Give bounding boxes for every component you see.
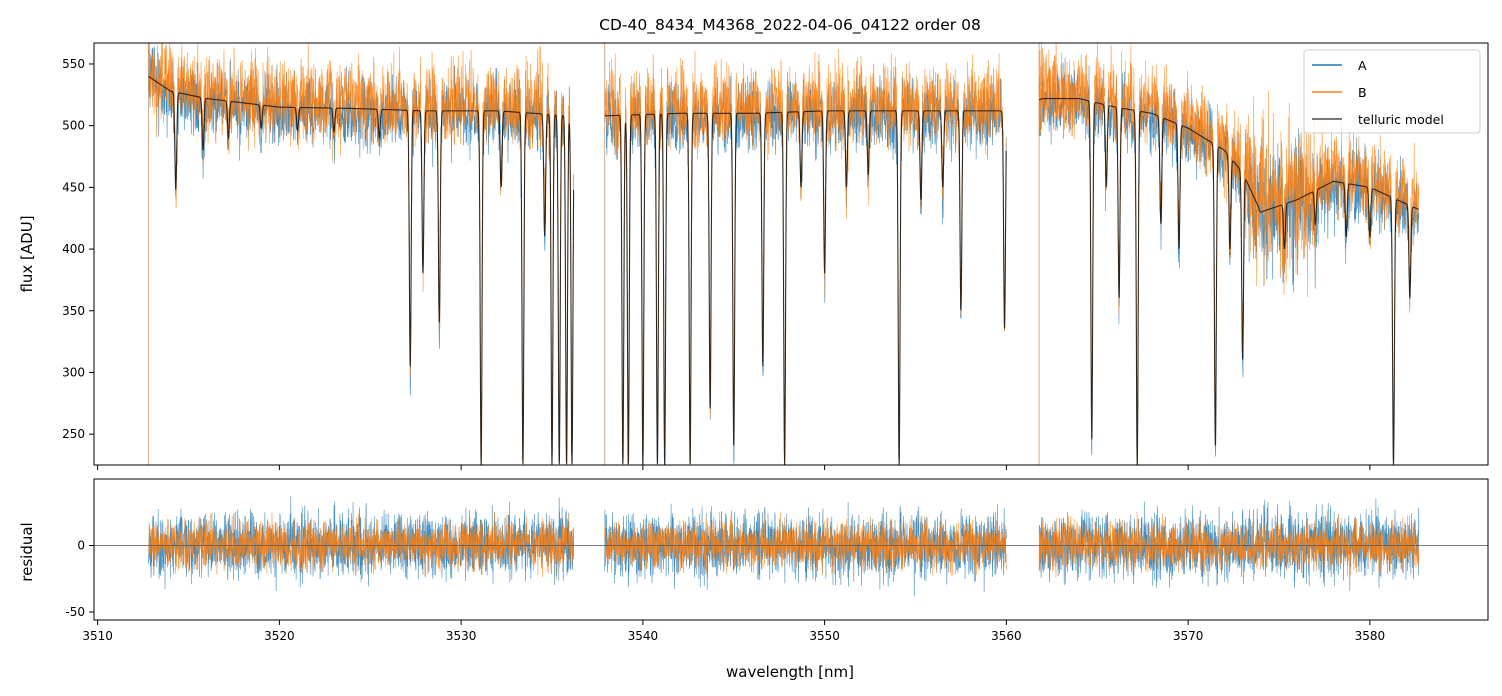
legend: A B telluric model: [1303, 49, 1481, 134]
flux-y-axis-label: flux [ADU]: [18, 215, 36, 292]
x-tick-label: 3510: [82, 629, 113, 643]
flux-series-b-segment-2: [604, 49, 1007, 465]
legend-box: [1303, 49, 1481, 134]
x-tick-label: 3570: [1173, 629, 1204, 643]
y-tick-label: 500: [62, 119, 85, 133]
flux-panel: 250 300 350 400 450 500 550 flux [ADU] A B tel…: [18, 42, 1489, 470]
y-tick-label: -50: [65, 605, 85, 619]
residual-series-b-segment-2: [604, 510, 1007, 576]
residual-y-axis-label: residual: [18, 522, 36, 581]
x-tick-label: 3540: [628, 629, 659, 643]
residual-y-ticks: -50 0: [65, 539, 94, 619]
y-tick-label: 550: [62, 57, 85, 71]
x-tick-label: 3530: [446, 629, 477, 643]
telluric-model-segment-1: [148, 75, 575, 465]
residual-x-ticks: 3510 3520 3530 3540 3550 3560 3570 3580: [82, 620, 1385, 643]
residual-panel-frame: [93, 478, 1489, 621]
flux-y-ticks: 250 300 350 400 450 500 550: [62, 57, 94, 441]
residual-series-b-segment-3: [1038, 510, 1420, 578]
y-tick-label: 250: [62, 427, 85, 441]
y-tick-label: 400: [62, 242, 85, 256]
residual-panel: -50 0 3510 3520 3530 3540 3550 3560 3570 3580 re…: [18, 478, 1489, 681]
telluric-model-segment-2: [604, 110, 1007, 465]
legend-label-a: A: [1358, 58, 1367, 73]
y-tick-label: 0: [77, 539, 85, 553]
flux-series-b-segment-1: [148, 43, 574, 465]
x-tick-label: 3560: [991, 629, 1022, 643]
telluric-model-segment-3: [1038, 97, 1420, 465]
x-tick-label: 3550: [809, 629, 840, 643]
residual-plot-area: [94, 496, 1488, 597]
flux-panel-frame: [93, 42, 1489, 466]
x-tick-label: 3580: [1355, 629, 1386, 643]
y-tick-label: 350: [62, 304, 85, 318]
y-tick-label: 450: [62, 180, 85, 194]
flux-x-ticks: [97, 465, 1371, 470]
flux-plot-area: [148, 43, 1420, 465]
legend-label-telluric-model: telluric model: [1358, 112, 1444, 127]
residual-series-b-segment-1: [148, 511, 574, 581]
legend-label-b: B: [1358, 85, 1367, 100]
x-tick-label: 3520: [264, 629, 295, 643]
chart-title: CD-40_8434_M4368_2022-04-06_04122 order …: [599, 16, 981, 35]
x-axis-label: wavelength [nm]: [726, 663, 854, 681]
y-tick-label: 300: [62, 365, 85, 379]
